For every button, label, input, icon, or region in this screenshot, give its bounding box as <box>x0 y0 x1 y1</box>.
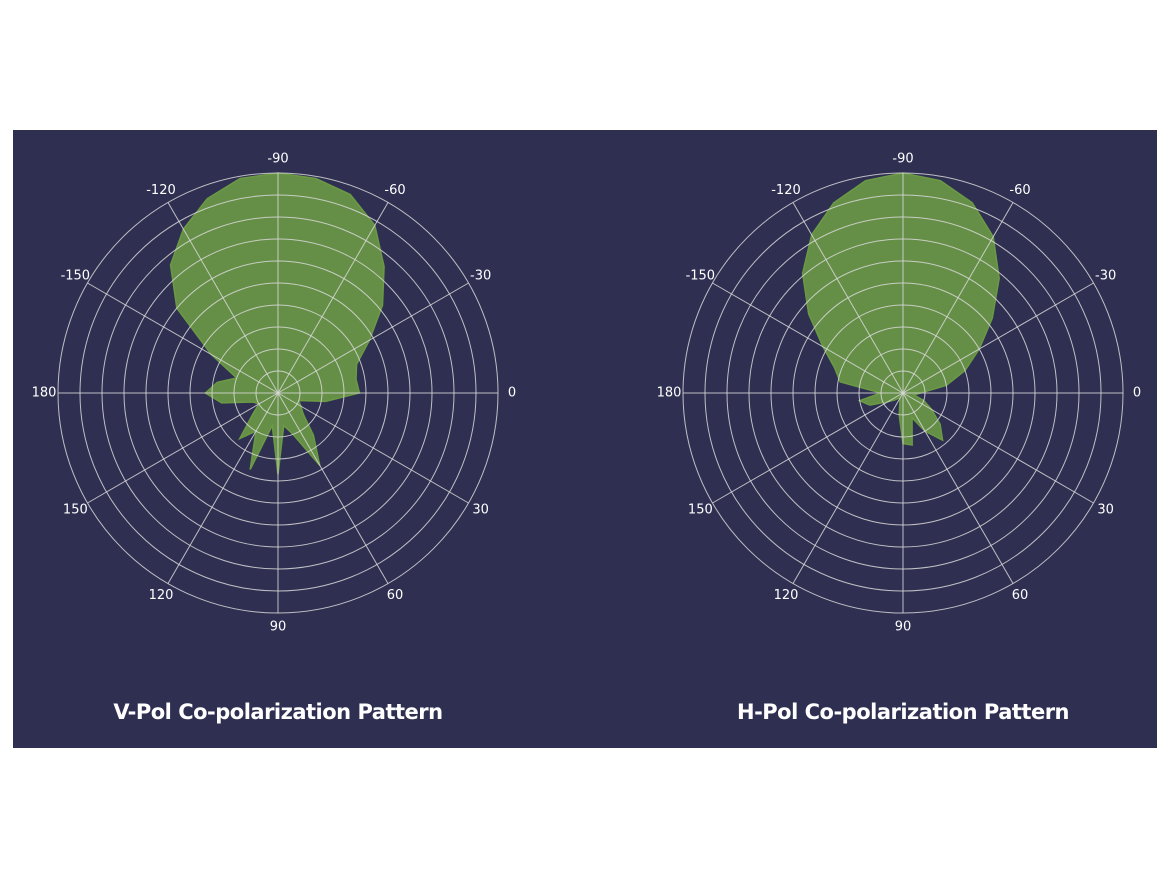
grid-spoke <box>792 392 904 584</box>
chart-title: H-Pol Co-polarization Pattern <box>737 700 1069 724</box>
angle-tick-label: 0 <box>508 386 516 401</box>
grid-spoke <box>277 202 389 394</box>
angle-tick-label: -90 <box>267 152 288 167</box>
grid-spoke <box>712 282 904 394</box>
angle-tick-label: 0 <box>1133 386 1141 401</box>
polar-chart: -90 -60 -30 0 30 60 90 120 150 180 -150 -120 V-Pol C… <box>32 152 517 725</box>
angle-tick-label: 120 <box>774 588 799 603</box>
grid-spoke <box>87 282 279 394</box>
angle-tick-label: -90 <box>892 152 913 167</box>
angle-tick-label: 30 <box>472 503 489 518</box>
angle-tick-label: 60 <box>387 588 404 603</box>
angle-tick-label: 90 <box>270 620 287 635</box>
polar-chart: -90 -60 -30 0 30 60 90 120 150 180 -150 -120 H-Pol C… <box>657 152 1142 725</box>
angle-tick-label: 180 <box>657 386 682 401</box>
angle-tick-label: 120 <box>149 588 174 603</box>
grid-spoke <box>167 202 279 394</box>
grid-spoke <box>87 392 279 504</box>
grid-spoke <box>792 202 904 394</box>
angle-tick-label: -60 <box>1009 183 1030 198</box>
grid-spoke <box>712 392 904 504</box>
grid-spoke <box>902 392 1014 584</box>
angle-tick-label: 150 <box>63 503 88 518</box>
angle-tick-label: 30 <box>1097 503 1114 518</box>
chart-title: V-Pol Co-polarization Pattern <box>113 700 442 724</box>
grid-spoke <box>277 282 469 394</box>
angle-tick-label: -60 <box>384 183 405 198</box>
grid-spoke <box>902 282 1094 394</box>
angle-tick-label: 60 <box>1012 588 1029 603</box>
angle-tick-label: 150 <box>688 503 713 518</box>
grid-spoke <box>277 392 469 504</box>
charts: -90 -60 -30 0 30 60 90 120 150 180 -150 -120 V-Pol C… <box>32 152 1142 725</box>
grid-spoke <box>167 392 279 584</box>
grid-spoke <box>902 202 1014 394</box>
angle-tick-label: -30 <box>1095 269 1116 284</box>
angle-tick-label: -150 <box>686 269 716 284</box>
angle-tick-label: -150 <box>61 269 91 284</box>
grid-spoke <box>277 392 389 584</box>
panel-background <box>13 130 1157 748</box>
angle-tick-label: -30 <box>470 269 491 284</box>
grid-spoke <box>902 392 1094 504</box>
angle-tick-label: 90 <box>895 620 912 635</box>
angle-tick-label: 180 <box>32 386 57 401</box>
angle-tick-label: -120 <box>146 183 176 198</box>
angle-tick-label: -120 <box>771 183 801 198</box>
